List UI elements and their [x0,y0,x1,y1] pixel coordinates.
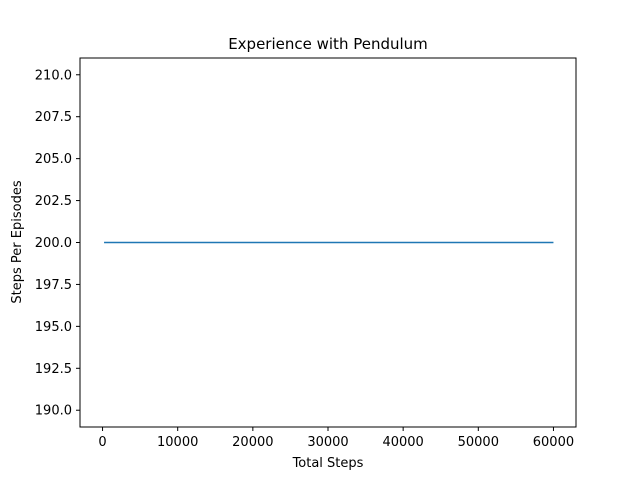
x-tick-label: 40000 [382,435,423,450]
chart-title: Experience with Pendulum [228,35,428,53]
x-tick-label: 50000 [458,435,499,450]
x-tick-label: 0 [98,435,106,450]
y-tick-label: 195.0 [35,320,72,335]
y-tick-label: 192.5 [35,362,72,377]
x-tick-label: 20000 [232,435,273,450]
y-tick-label: 200.0 [35,236,72,251]
y-tick-label: 207.5 [35,110,72,125]
x-tick-label: 10000 [157,435,198,450]
y-tick-label: 205.0 [35,152,72,167]
x-axis-ticks: 0 10000 20000 30000 40000 50000 60000 [98,427,574,450]
x-tick-label: 30000 [307,435,348,450]
y-tick-label: 190.0 [35,404,72,419]
y-tick-label: 202.5 [35,194,72,209]
y-axis-ticks: 190.0 192.5 195.0 197.5 200.0 202.5 205.0 207.5… [35,68,80,419]
y-tick-label: 210.0 [35,68,72,83]
x-axis-title: Total Steps [292,456,364,471]
y-tick-label: 197.5 [35,278,72,293]
y-axis-title: Steps Per Episodes [10,180,25,303]
plot-frame [79,57,577,428]
x-tick-label: 60000 [533,435,574,450]
